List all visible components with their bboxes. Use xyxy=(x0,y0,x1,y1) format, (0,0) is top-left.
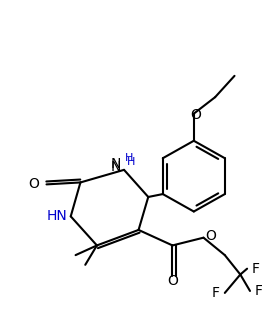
Text: O: O xyxy=(190,108,201,122)
Text: F: F xyxy=(252,262,260,276)
Text: F: F xyxy=(212,286,220,300)
Text: O: O xyxy=(167,274,178,288)
Text: O: O xyxy=(205,229,216,243)
Text: F: F xyxy=(255,284,262,298)
Text: H: H xyxy=(127,157,135,167)
Text: N: N xyxy=(111,157,122,171)
Text: H: H xyxy=(125,153,133,163)
Text: O: O xyxy=(28,178,39,191)
Text: HN: HN xyxy=(47,209,68,223)
Text: N: N xyxy=(111,160,121,174)
